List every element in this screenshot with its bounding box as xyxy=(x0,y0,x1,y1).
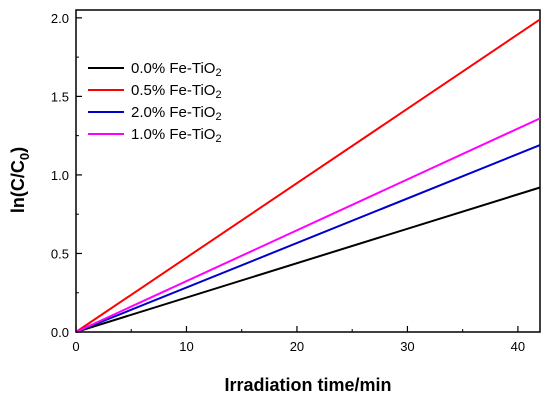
x-tick-label: 0 xyxy=(72,339,79,354)
axis-ticks: 0 10 20 30 40 0.0 0.5 1.0 1.5 2.0 xyxy=(51,11,525,354)
y-axis-title: ln(C/C0) xyxy=(8,147,32,213)
series-line-2 xyxy=(75,144,541,333)
y-axis-title-end: ) xyxy=(8,147,28,153)
plot-frame xyxy=(75,9,541,333)
y-tick-label: 0.0 xyxy=(51,325,69,340)
y-axis-title-main: ln(C/C xyxy=(8,160,28,213)
y-axis-title-sub: 0 xyxy=(17,153,32,160)
y-tick-label: 1.5 xyxy=(51,89,69,104)
y-tick-label: 0.5 xyxy=(51,246,69,261)
series-line-1 xyxy=(75,18,541,333)
legend: 0.0% Fe-TiO2 0.5% Fe-TiO2 2.0% Fe-TiO2 1.0%… xyxy=(88,60,222,145)
series-line-3 xyxy=(75,117,541,333)
x-tick-label: 40 xyxy=(511,339,525,354)
legend-label-0: 0.0% Fe-TiO2 xyxy=(131,60,222,79)
y-tick-label: 1.0 xyxy=(51,168,69,183)
legend-label-1: 0.5% Fe-TiO2 xyxy=(131,82,222,101)
x-tick-label: 10 xyxy=(179,339,193,354)
series-line-0 xyxy=(75,186,541,333)
x-tick-label: 20 xyxy=(290,339,304,354)
legend-label-3: 1.0% Fe-TiO2 xyxy=(131,126,222,145)
legend-label-2: 2.0% Fe-TiO2 xyxy=(131,104,222,123)
y-tick-label: 2.0 xyxy=(51,11,69,26)
x-tick-label: 30 xyxy=(400,339,414,354)
series-lines xyxy=(75,18,541,333)
x-axis-title: Irradiation time/min xyxy=(224,375,391,395)
